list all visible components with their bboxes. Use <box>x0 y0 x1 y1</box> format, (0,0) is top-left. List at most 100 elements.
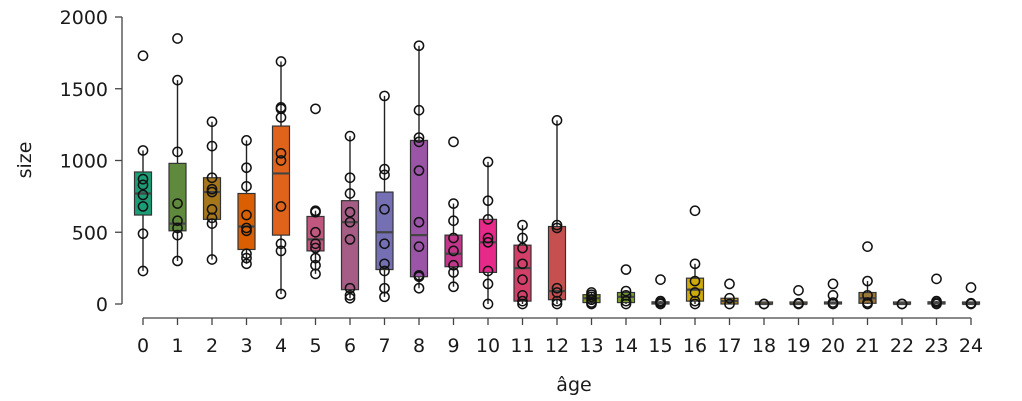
data-point <box>758 298 770 310</box>
data-point <box>172 255 183 267</box>
data-point <box>379 163 390 175</box>
data-point <box>379 90 390 102</box>
data-point <box>206 140 218 152</box>
x-tick-label: 13 <box>579 335 603 357</box>
data-point <box>448 136 459 148</box>
x-tick-label: 24 <box>959 335 983 357</box>
box-age-18 <box>754 298 774 310</box>
data-point <box>379 291 390 303</box>
data-point <box>344 206 356 218</box>
data-point <box>206 218 218 229</box>
x-axis: 0 1 2 3 4 5 6 7 8 9 10 11 12 13 14 15 16 17 18 19 20 21 22 23 24 <box>137 317 983 357</box>
data-point <box>448 267 459 278</box>
box-body <box>306 215 325 252</box>
data-point <box>689 295 701 307</box>
data-point <box>137 228 149 240</box>
data-point <box>689 298 701 310</box>
data-point <box>551 295 563 307</box>
data-point <box>517 219 528 231</box>
data-point <box>172 146 183 158</box>
data-point <box>137 201 149 212</box>
data-point <box>862 298 873 310</box>
y-tick-label: 0 <box>96 294 108 316</box>
box-age-3 <box>237 135 256 270</box>
data-point <box>448 198 459 209</box>
box-age-19 <box>789 285 808 310</box>
data-point <box>517 232 528 244</box>
box-age-15 <box>651 274 670 310</box>
data-point <box>413 40 425 52</box>
x-tick-label: 22 <box>890 335 914 357</box>
box-age-7 <box>375 90 394 303</box>
data-point <box>517 295 528 307</box>
data-point <box>551 298 563 310</box>
data-point <box>344 172 356 184</box>
data-point <box>310 103 321 115</box>
data-point <box>793 285 804 296</box>
data-point <box>413 132 425 143</box>
data-point <box>413 165 425 176</box>
data-point <box>620 298 632 310</box>
box-body <box>168 162 187 232</box>
data-point <box>482 232 494 244</box>
data-point <box>344 290 356 301</box>
data-point <box>206 116 218 128</box>
data-point <box>344 292 356 304</box>
data-point <box>862 241 873 252</box>
data-point <box>275 147 287 159</box>
data-point <box>241 252 252 264</box>
data-point <box>620 295 632 307</box>
data-point <box>172 222 183 234</box>
data-point <box>275 155 287 166</box>
data-point <box>482 236 494 248</box>
x-tick-label: 14 <box>614 335 638 357</box>
y-axis: 0 500 1000 1500 2000 <box>60 7 123 316</box>
box-age-11 <box>513 219 532 310</box>
data-point <box>241 222 252 234</box>
x-axis-title: âge <box>556 374 591 396</box>
data-point <box>206 186 218 198</box>
data-point <box>448 232 459 244</box>
box-age-4 <box>271 56 291 300</box>
data-point <box>965 298 977 310</box>
data-point <box>448 245 459 257</box>
data-point <box>482 298 494 310</box>
data-point <box>517 298 528 310</box>
data-point <box>275 56 287 67</box>
box-body <box>513 244 532 302</box>
data-point <box>241 162 252 174</box>
x-tick-label: 3 <box>240 335 252 357</box>
data-point <box>689 275 701 287</box>
data-point <box>172 33 183 44</box>
x-tick-label: 12 <box>545 335 569 357</box>
box-body <box>547 225 567 301</box>
data-point <box>206 183 218 195</box>
box-age-0 <box>133 50 153 277</box>
x-tick-label: 4 <box>275 335 287 357</box>
data-point <box>448 259 459 271</box>
data-point <box>344 130 356 142</box>
x-tick-label: 16 <box>683 335 707 357</box>
data-point <box>310 268 321 280</box>
data-point <box>344 188 356 199</box>
box-age-16 <box>685 205 705 310</box>
box-body <box>409 139 429 278</box>
data-point <box>724 298 735 310</box>
data-point <box>310 226 321 238</box>
box-body <box>340 200 360 291</box>
data-point <box>172 215 183 227</box>
data-point <box>275 238 287 250</box>
y-axis-title: size <box>14 142 36 179</box>
data-point <box>586 291 597 303</box>
x-tick-label: 1 <box>171 335 183 357</box>
data-point <box>379 265 390 277</box>
data-point <box>827 298 839 310</box>
y-tick-label: 500 <box>72 222 108 244</box>
data-point <box>137 145 149 156</box>
data-point <box>241 180 252 192</box>
data-point <box>724 292 735 304</box>
data-point <box>241 135 252 146</box>
data-point <box>413 104 425 116</box>
x-tick-label: 21 <box>855 335 879 357</box>
